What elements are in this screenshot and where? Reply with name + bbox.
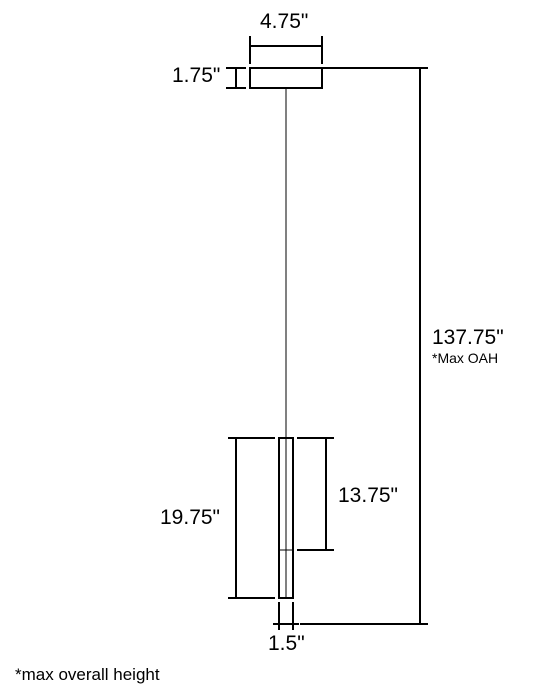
label-inner-height: 13.75" [338, 484, 398, 508]
label-overall-note: *Max OAH [432, 350, 498, 366]
label-overall-height: 137.75" [432, 326, 504, 350]
diagram-container: 4.75" 1.75" 137.75" *Max OAH 19.75" 13.7… [0, 0, 560, 700]
label-canopy-width: 4.75" [260, 10, 308, 34]
label-canopy-height: 1.75" [172, 64, 220, 88]
footnote: *max overall height [15, 665, 160, 685]
label-bottom-width: 1.5" [268, 632, 305, 656]
label-pendant-height: 19.75" [160, 506, 220, 530]
